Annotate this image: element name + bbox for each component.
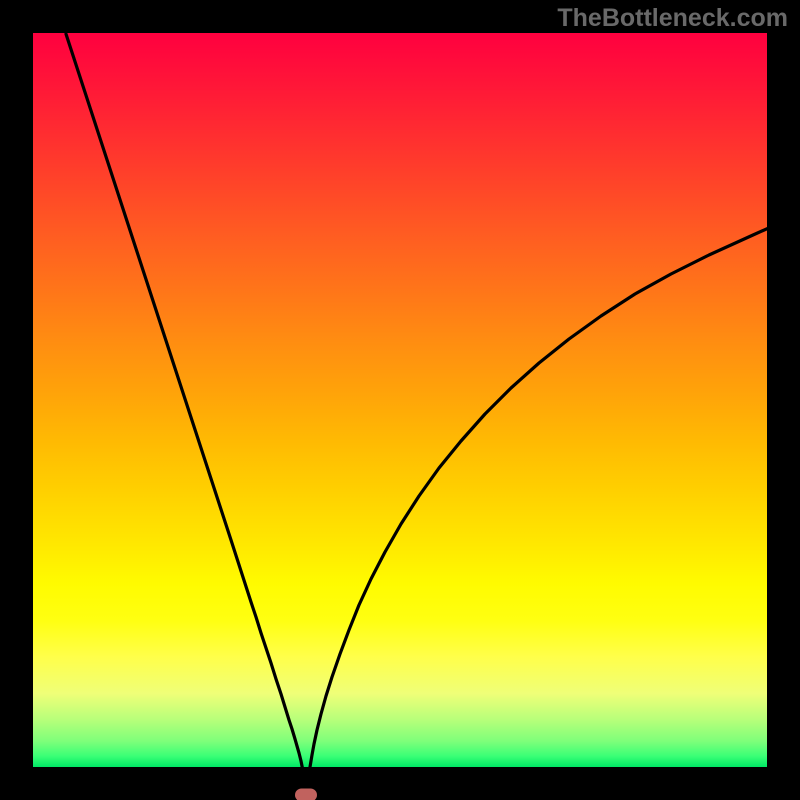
curve-layer <box>0 0 800 800</box>
chart-frame: TheBottleneck.com <box>0 0 800 800</box>
watermark-text: TheBottleneck.com <box>557 4 788 33</box>
minimum-marker <box>295 789 317 800</box>
bottleneck-curve <box>66 34 800 800</box>
